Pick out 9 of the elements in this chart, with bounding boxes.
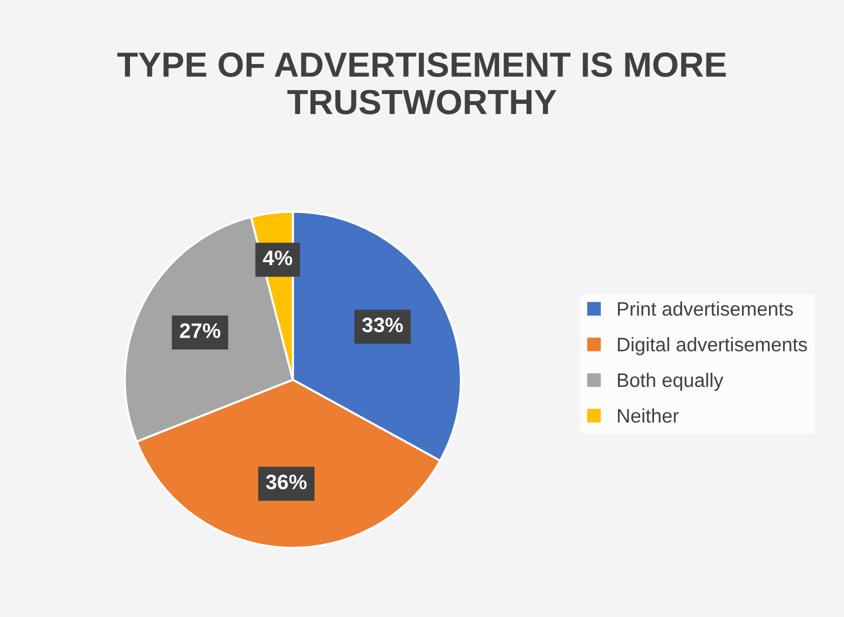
data-label: 4% xyxy=(262,250,292,266)
legend-label: Both equally xyxy=(618,372,724,391)
data-label: 33% xyxy=(362,318,403,332)
data-label: 36% xyxy=(266,474,307,490)
data-label: 27% xyxy=(180,323,220,338)
legend-label: Neither xyxy=(618,408,679,423)
chart-title: TYPE OF ADVERTISEMENT IS MORE TRUSTWORTHY xyxy=(117,52,726,114)
legend-label: Print advertisements xyxy=(618,302,793,316)
legend-label: Digital advertisements xyxy=(618,337,807,356)
